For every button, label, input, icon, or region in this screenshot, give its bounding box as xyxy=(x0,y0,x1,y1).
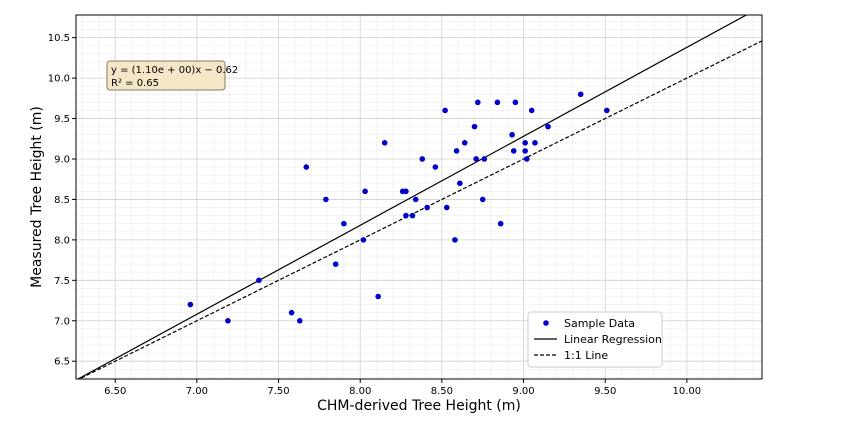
y-axis-label: Measured Tree Height (m) xyxy=(29,106,45,288)
y-tick-label: 8.5 xyxy=(54,195,70,206)
x-tick-label: 7.00 xyxy=(186,386,208,397)
scatter-points xyxy=(187,91,610,324)
legend-marker-sample-data xyxy=(543,320,549,326)
data-point xyxy=(424,204,430,211)
r-squared-text: R² = 0.65 xyxy=(111,78,159,89)
data-point xyxy=(457,180,463,187)
data-point xyxy=(494,99,501,106)
x-axis-ticks: 6.50 7.00 7.50 8.00 8.50 9.00 9.50 10.00 xyxy=(104,379,701,397)
data-point xyxy=(471,123,478,130)
data-point xyxy=(296,317,303,324)
plot-frame xyxy=(75,14,763,380)
y-axis-ticks: 6.5 7.0 7.5 8.0 8.5 9.0 9.5 10.0 10.5 xyxy=(48,33,76,368)
data-point xyxy=(403,212,409,219)
one-to-one-line xyxy=(77,40,762,379)
equation-box: y = (1.10e + 00)x − 0.62 R² = 0.65 xyxy=(106,60,238,91)
data-point xyxy=(442,107,448,114)
x-tick-label: 6.50 xyxy=(104,386,126,397)
y-tick-label: 9.5 xyxy=(54,114,70,125)
data-point xyxy=(360,237,367,243)
equation-text: y = (1.10e + 00)x − 0.62 xyxy=(111,65,238,76)
data-point xyxy=(332,261,339,267)
data-point xyxy=(577,91,584,98)
data-point xyxy=(481,156,488,162)
x-tick-label: 7.50 xyxy=(267,386,289,397)
y-tick-label: 7.0 xyxy=(54,316,70,327)
data-point xyxy=(403,188,409,195)
data-point xyxy=(473,156,479,162)
data-point xyxy=(303,164,310,170)
data-point xyxy=(461,140,468,146)
data-point xyxy=(522,140,528,146)
data-point xyxy=(522,148,528,154)
equation-box-bg xyxy=(106,60,226,91)
data-point xyxy=(381,140,388,146)
data-point xyxy=(452,237,458,243)
data-point xyxy=(409,212,416,219)
data-point xyxy=(225,317,231,324)
legend-frame xyxy=(527,311,663,368)
data-point xyxy=(604,107,610,114)
data-point xyxy=(362,188,368,195)
x-tick-label: 8.50 xyxy=(431,386,453,397)
data-point xyxy=(479,196,486,203)
data-point xyxy=(475,99,481,106)
data-point xyxy=(412,196,419,203)
legend-label-sample-data: Sample Data xyxy=(564,317,635,330)
data-point xyxy=(256,277,262,284)
data-point xyxy=(545,123,551,130)
x-tick-label: 10.00 xyxy=(673,386,702,397)
data-point xyxy=(375,293,381,300)
data-point xyxy=(509,131,515,138)
y-tick-label: 10.0 xyxy=(48,74,70,85)
y-tick-label: 10.5 xyxy=(48,33,70,44)
data-point xyxy=(453,148,460,154)
data-point xyxy=(510,148,517,154)
data-point xyxy=(443,204,450,211)
data-point xyxy=(341,220,347,227)
data-point xyxy=(532,140,538,146)
data-point xyxy=(524,156,530,162)
y-tick-label: 9.0 xyxy=(54,154,70,165)
regression-lines xyxy=(76,15,762,379)
legend-label-linear-regression: Linear Regression xyxy=(564,333,662,346)
legend-label-1-1-line: 1:1 Line xyxy=(564,349,608,362)
data-point xyxy=(512,99,519,106)
data-point xyxy=(323,196,329,203)
data-point xyxy=(497,220,504,227)
data-point xyxy=(288,309,295,316)
x-tick-label: 9.00 xyxy=(512,386,534,397)
x-tick-label: 9.50 xyxy=(594,386,616,397)
data-point xyxy=(432,164,439,170)
x-tick-label: 8.00 xyxy=(349,386,371,397)
x-axis-label: CHM-derived Tree Height (m) xyxy=(317,398,521,414)
linear-regression-line xyxy=(76,15,748,379)
y-tick-label: 8.0 xyxy=(54,235,70,246)
legend: Sample Data Linear Regression 1:1 Line xyxy=(527,311,663,368)
y-tick-label: 7.5 xyxy=(54,276,70,287)
data-point xyxy=(528,107,535,114)
y-tick-label: 6.5 xyxy=(54,357,70,368)
data-point xyxy=(419,156,426,162)
data-point xyxy=(187,301,194,308)
